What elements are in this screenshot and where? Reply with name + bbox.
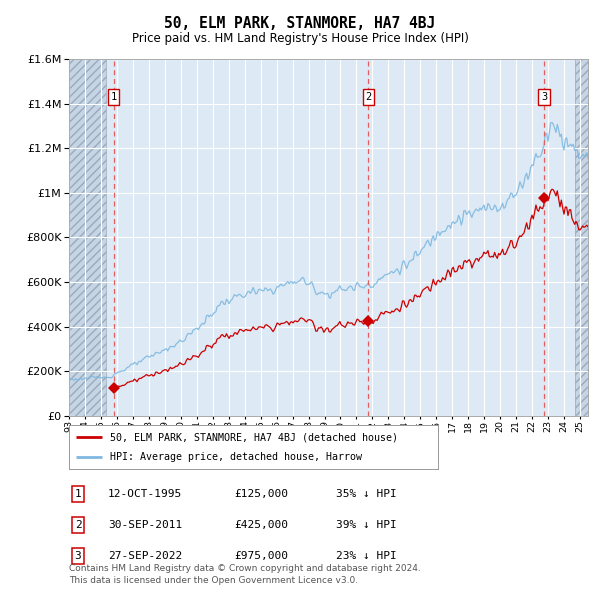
Text: 1: 1: [110, 92, 116, 102]
Text: £125,000: £125,000: [234, 489, 288, 499]
Bar: [575, 59, 588, 416]
Text: 50, ELM PARK, STANMORE, HA7 4BJ (detached house): 50, ELM PARK, STANMORE, HA7 4BJ (detache…: [110, 432, 398, 442]
Text: 30-SEP-2011: 30-SEP-2011: [108, 520, 182, 530]
Text: 2: 2: [74, 520, 82, 530]
Text: 50, ELM PARK, STANMORE, HA7 4BJ: 50, ELM PARK, STANMORE, HA7 4BJ: [164, 16, 436, 31]
Text: £975,000: £975,000: [234, 552, 288, 561]
Bar: [575, 59, 588, 416]
Bar: [69, 59, 106, 416]
Text: 27-SEP-2022: 27-SEP-2022: [108, 552, 182, 561]
Text: 35% ↓ HPI: 35% ↓ HPI: [336, 489, 397, 499]
Text: 1: 1: [74, 489, 82, 499]
Text: £425,000: £425,000: [234, 520, 288, 530]
Text: 39% ↓ HPI: 39% ↓ HPI: [336, 520, 397, 530]
Text: Price paid vs. HM Land Registry's House Price Index (HPI): Price paid vs. HM Land Registry's House …: [131, 32, 469, 45]
Text: 3: 3: [541, 92, 547, 102]
Text: 12-OCT-1995: 12-OCT-1995: [108, 489, 182, 499]
Text: Contains HM Land Registry data © Crown copyright and database right 2024.
This d: Contains HM Land Registry data © Crown c…: [69, 565, 421, 585]
Bar: [69, 59, 106, 416]
Text: 23% ↓ HPI: 23% ↓ HPI: [336, 552, 397, 561]
Text: HPI: Average price, detached house, Harrow: HPI: Average price, detached house, Harr…: [110, 452, 362, 461]
Text: 3: 3: [74, 552, 82, 561]
Text: 2: 2: [365, 92, 371, 102]
